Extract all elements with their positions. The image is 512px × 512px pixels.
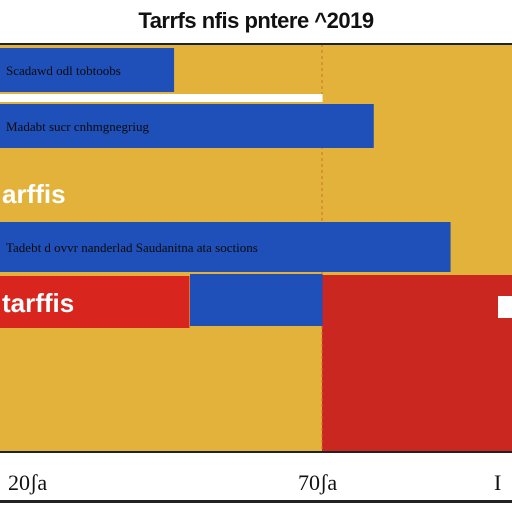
bar-label-2: Madabt sucr cnhmgnegriug xyxy=(6,119,149,134)
chart-title: Tarrfs nfis pntere ^2019 xyxy=(138,8,374,33)
bottom-axis-line xyxy=(0,500,512,503)
bar-label-4: Tadebt d ovvr nanderlad Saudanitna ata s… xyxy=(6,240,258,255)
bar-label-5: tarffis xyxy=(2,288,74,318)
x-tick-label-2: 70ʃa xyxy=(298,470,338,495)
highlight-step xyxy=(322,330,374,452)
bar-2 xyxy=(0,104,374,148)
bar-4 xyxy=(0,222,451,272)
right-mark xyxy=(498,296,512,318)
x-tick-label-3: I xyxy=(494,470,502,495)
bar-label-3: arffis xyxy=(2,179,66,209)
bar-6 xyxy=(190,274,323,326)
bar-label-0: Scadawd odl tobtoobs xyxy=(6,63,121,78)
bar-0 xyxy=(0,48,175,92)
bar-5 xyxy=(0,276,190,328)
x-tick-label-1: 20ʃa xyxy=(8,470,48,495)
bar-1 xyxy=(0,94,323,102)
